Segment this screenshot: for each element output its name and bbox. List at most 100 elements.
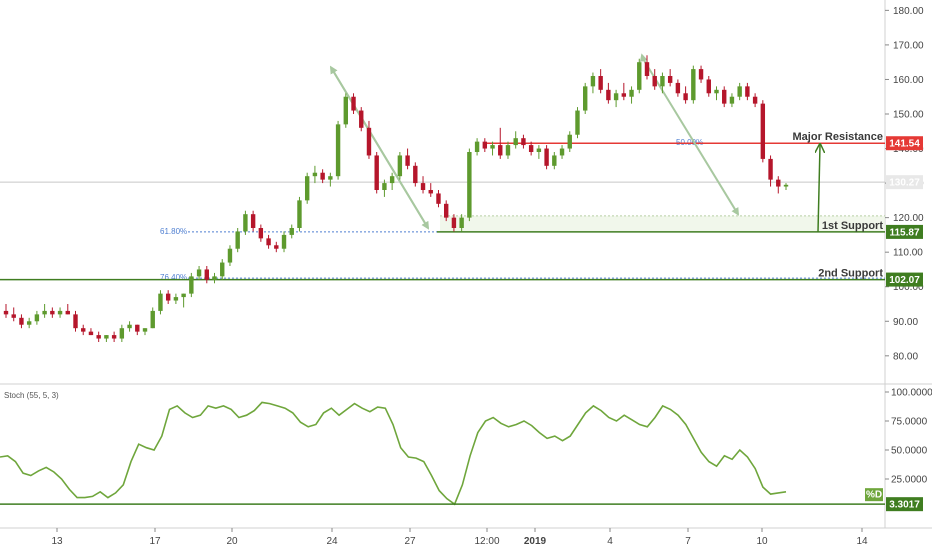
candle-body xyxy=(776,179,781,187)
arrow-tip-up xyxy=(639,53,648,63)
fib-label-764: 76.40% xyxy=(160,273,187,282)
price-tick-label: 180.00 xyxy=(893,6,924,17)
fib-label-618: 61.80% xyxy=(160,227,187,236)
time-tick-label: 20 xyxy=(226,536,238,547)
candle-body xyxy=(312,172,318,177)
candle-body xyxy=(142,328,148,332)
candle-body xyxy=(19,317,24,325)
time-tick-label: 14 xyxy=(856,536,868,547)
candle-body xyxy=(490,145,495,149)
candle-body xyxy=(737,86,742,97)
time-tick-label: 10 xyxy=(756,536,768,547)
candle-body xyxy=(181,293,186,298)
candle-body xyxy=(111,335,117,339)
time-axis: 13 17 20 24 27 12:00 2019 4 7 10 14 xyxy=(51,528,868,547)
candle-body xyxy=(443,203,449,218)
candle-body xyxy=(752,96,758,104)
candle-body xyxy=(567,134,572,149)
candle-body xyxy=(660,76,665,87)
candle-body xyxy=(289,228,294,235)
candle-body xyxy=(397,155,403,177)
time-tick-label: 7 xyxy=(685,536,691,547)
candle-body xyxy=(621,93,627,97)
candle-body xyxy=(57,310,63,315)
candle-body xyxy=(212,276,217,280)
price-tick-label: 110.00 xyxy=(893,248,923,259)
stoch-tick-label: 25.0000 xyxy=(891,475,928,486)
candle-body xyxy=(250,214,256,228)
target-arrow xyxy=(818,145,820,232)
price-tick-label: 90.00 xyxy=(893,317,918,328)
time-tick-label: 12:00 xyxy=(474,536,499,547)
candle-body xyxy=(266,238,271,246)
candle-body xyxy=(528,145,534,152)
candle-body xyxy=(73,314,78,329)
price-tick-label: 170.00 xyxy=(893,40,924,51)
candle-body xyxy=(104,335,109,339)
candle-body xyxy=(644,62,650,76)
candle-body xyxy=(575,110,580,135)
badge-last-price: 130.27 xyxy=(889,178,920,189)
price-axis: 180.00170.00160.00150.00140.00130.00120.… xyxy=(885,6,932,486)
candle-body xyxy=(258,228,264,239)
candle-body xyxy=(652,76,657,87)
candle-body xyxy=(451,217,457,228)
candle-body xyxy=(297,200,302,228)
candle-body xyxy=(320,172,325,180)
candle-body xyxy=(513,138,518,146)
candle-body xyxy=(11,314,16,318)
stoch-d-tag: %D xyxy=(866,490,882,501)
candle-body xyxy=(88,331,94,336)
badge-first-support: 115.87 xyxy=(889,227,919,238)
candle-body xyxy=(722,89,727,104)
stoch-panel xyxy=(0,401,885,506)
candle-body xyxy=(165,293,171,301)
time-tick-label: 2019 xyxy=(524,536,547,547)
candle-body xyxy=(173,297,179,301)
candle-body xyxy=(745,86,750,97)
candle-body xyxy=(281,234,287,249)
badge-second-support-bg xyxy=(886,272,923,287)
resistance-label: Major Resistance xyxy=(793,131,883,143)
candle-body xyxy=(158,293,163,311)
stoch-tick-label: 50.0000 xyxy=(891,446,928,457)
candle-body xyxy=(714,89,719,94)
badge-major-resistance: 141.54 xyxy=(889,139,920,150)
badge-stoch-level-bg xyxy=(886,497,923,512)
candle-body xyxy=(675,82,681,94)
candle-body xyxy=(667,76,673,83)
candle-body xyxy=(374,155,379,190)
second-support-label: 2nd Support xyxy=(818,268,883,280)
candle-body xyxy=(366,127,372,156)
candle-body xyxy=(559,148,565,156)
candle-body xyxy=(304,176,310,201)
time-tick-label: 4 xyxy=(607,536,613,547)
time-tick-label: 24 xyxy=(326,536,338,547)
candle-body xyxy=(583,86,588,111)
candle-body xyxy=(81,328,86,332)
candle-body xyxy=(783,184,789,187)
badge-second-support: 102.07 xyxy=(889,275,920,286)
candle-body xyxy=(196,269,202,277)
candle-body xyxy=(698,69,704,80)
candle-body xyxy=(65,310,70,315)
first-support-label: 1st Support xyxy=(822,220,883,232)
price-tick-label: 120.00 xyxy=(893,213,924,224)
candle-body xyxy=(760,103,766,159)
time-tick-label: 17 xyxy=(149,536,161,547)
candle-body xyxy=(552,155,557,166)
candle-body xyxy=(382,183,387,190)
candle-body xyxy=(351,96,356,111)
candle-body xyxy=(474,141,480,152)
candle-body xyxy=(498,145,503,156)
candle-body xyxy=(343,96,349,125)
candle-body xyxy=(598,76,603,90)
trend-arrows xyxy=(329,53,820,232)
price-tick-label: 150.00 xyxy=(893,110,924,121)
candle-body xyxy=(328,176,333,180)
candle-body xyxy=(467,152,472,218)
candle-body xyxy=(505,145,511,156)
grid xyxy=(0,0,932,529)
candle-body xyxy=(459,217,464,228)
price-tick-label: 100.00 xyxy=(893,282,924,293)
